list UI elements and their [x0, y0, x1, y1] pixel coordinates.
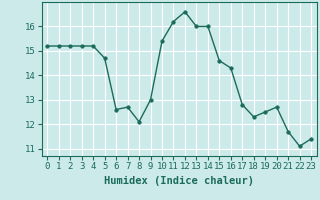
X-axis label: Humidex (Indice chaleur): Humidex (Indice chaleur)	[104, 176, 254, 186]
